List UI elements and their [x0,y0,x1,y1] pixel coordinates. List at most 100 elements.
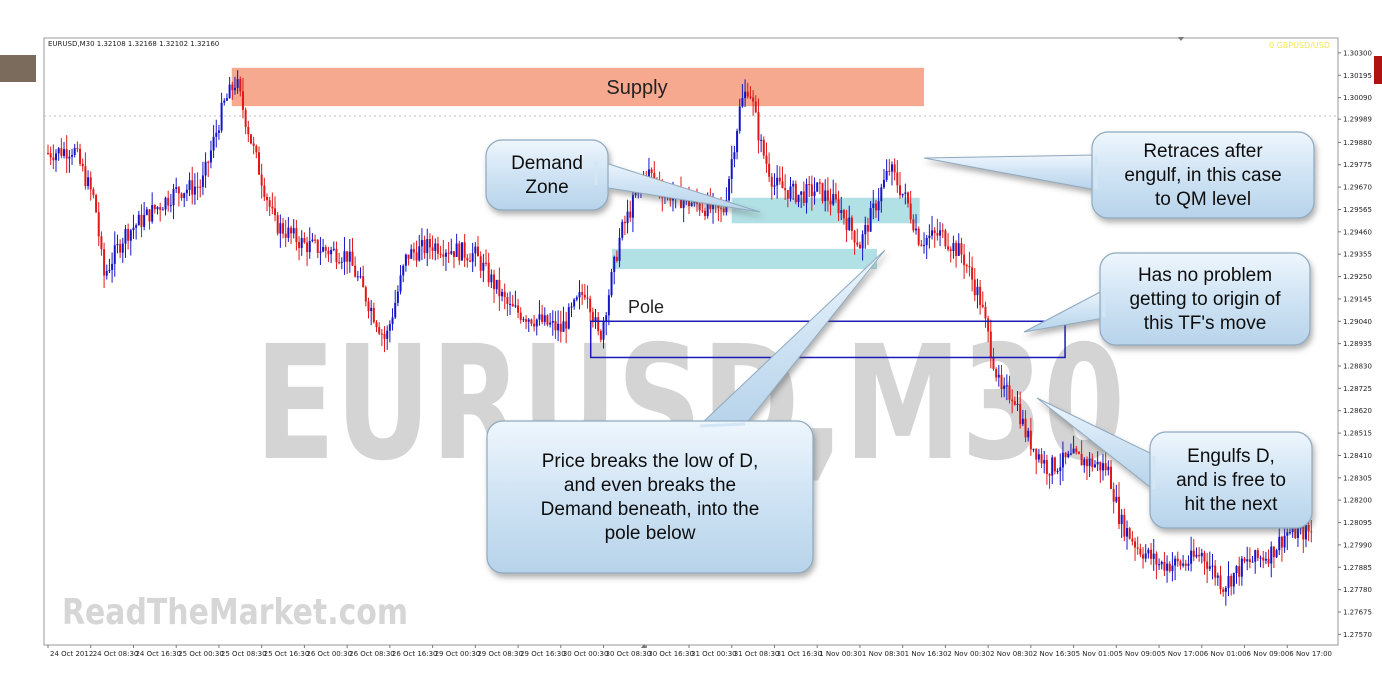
candle-body [997,374,1000,378]
candle-body [1203,552,1206,562]
candle-body [1000,374,1003,389]
candle-body [1286,532,1289,536]
candle-body [541,314,544,322]
candle-body [276,215,279,234]
candle-body [1227,576,1230,588]
candle-body [458,243,461,261]
candle-body [335,248,338,263]
candle-body [1069,453,1072,455]
candle-body [963,254,966,266]
candle-body [65,149,68,159]
price-tick-label: 1.27675 [1343,608,1372,616]
price-tick-label: 1.27780 [1343,586,1372,594]
candle-body [260,174,263,186]
candle-body [274,208,277,216]
candle-body [960,243,963,255]
candle-body [410,249,413,259]
callout-line: this TF's move [1144,313,1267,334]
candle-body [199,186,202,188]
candle-body [915,228,918,231]
candle-body [631,195,634,218]
candle-body [1243,558,1246,562]
candle-body [749,96,752,98]
callout-line: getting to origin of [1129,289,1281,310]
candle-body [704,210,707,217]
time-tick-label: 6 Nov 09:00 [1247,650,1290,658]
demand-zone-2 [612,248,878,270]
callout-line: Has no problem [1138,265,1272,286]
candle-body [1278,536,1281,551]
candle-body [1232,573,1235,587]
time-tick-label: 2 Nov 08:30 [990,650,1033,658]
candle-body [63,149,66,156]
candle-body [1139,548,1142,555]
candle-body [225,98,228,101]
candle-body [968,266,971,268]
candle-body [76,148,79,150]
candle-body [840,210,843,214]
candle-body [936,232,939,236]
candle-body [191,180,194,195]
candle-body [562,321,565,332]
callout-bubble [486,420,814,574]
candle-body [137,214,140,226]
candle-body [971,267,974,280]
time-tick-label: 31 Oct 08:30 [734,650,780,658]
candle-body [1131,538,1134,542]
candle-body [995,369,998,378]
time-tick-label: 5 Nov 09:00 [1118,650,1161,658]
candle-body [1061,452,1064,468]
candle-body [826,190,829,201]
candle-body [135,225,138,228]
candle-body [348,251,351,262]
left-slide-tab [0,55,36,82]
candle-body [920,244,923,246]
candle-body [156,207,159,210]
candle-body [853,230,856,243]
corner-label: 0 GBPUSD/USD [1269,41,1330,50]
candle-body [460,242,463,261]
candle-body [418,246,421,261]
time-tick-label: 24 Oct 2012 [50,650,93,658]
candle-body [1048,474,1051,476]
price-tick-label: 1.29989 [1343,116,1372,124]
candle-body [776,177,779,186]
time-tick-label: 5 Nov 01:00 [1076,650,1119,658]
candles-layer [47,70,1313,606]
price-tick-label: 1.29565 [1343,206,1372,214]
candle-body [650,169,653,174]
candle-body [810,184,813,196]
callout-line: hit the next [1185,494,1279,515]
candle-body [1064,452,1067,458]
candle-body [591,312,594,322]
candle-body [559,323,562,332]
candle-body [399,275,402,292]
candle-body [949,249,952,252]
candle-body [890,164,893,172]
callout-line: Zone [525,177,568,198]
candle-body [1016,403,1019,405]
candle-body [1163,561,1166,571]
candle-body [736,130,739,153]
time-tick-label: 30 Oct 16:30 [648,650,694,658]
candle-body [220,102,223,131]
candle-body [511,303,514,307]
candle-body [493,274,496,290]
candle-body [383,333,386,339]
time-tick-label: 26 Oct 00:30 [306,650,352,658]
candle-body [506,297,509,304]
candle-body [768,163,771,177]
candle-body [402,265,405,276]
candle-body [148,209,151,222]
candle-body [1160,561,1163,565]
candle-body [955,243,958,256]
callout-seam [699,422,746,428]
price-tick-label: 1.29460 [1343,228,1372,236]
candle-body [319,251,322,253]
candle-body [981,305,984,307]
candle-body [308,241,311,253]
price-tick-label: 1.27570 [1343,631,1372,639]
candle-body [268,200,271,207]
zones-layer [231,67,925,270]
pole-label: Pole [628,297,664,317]
